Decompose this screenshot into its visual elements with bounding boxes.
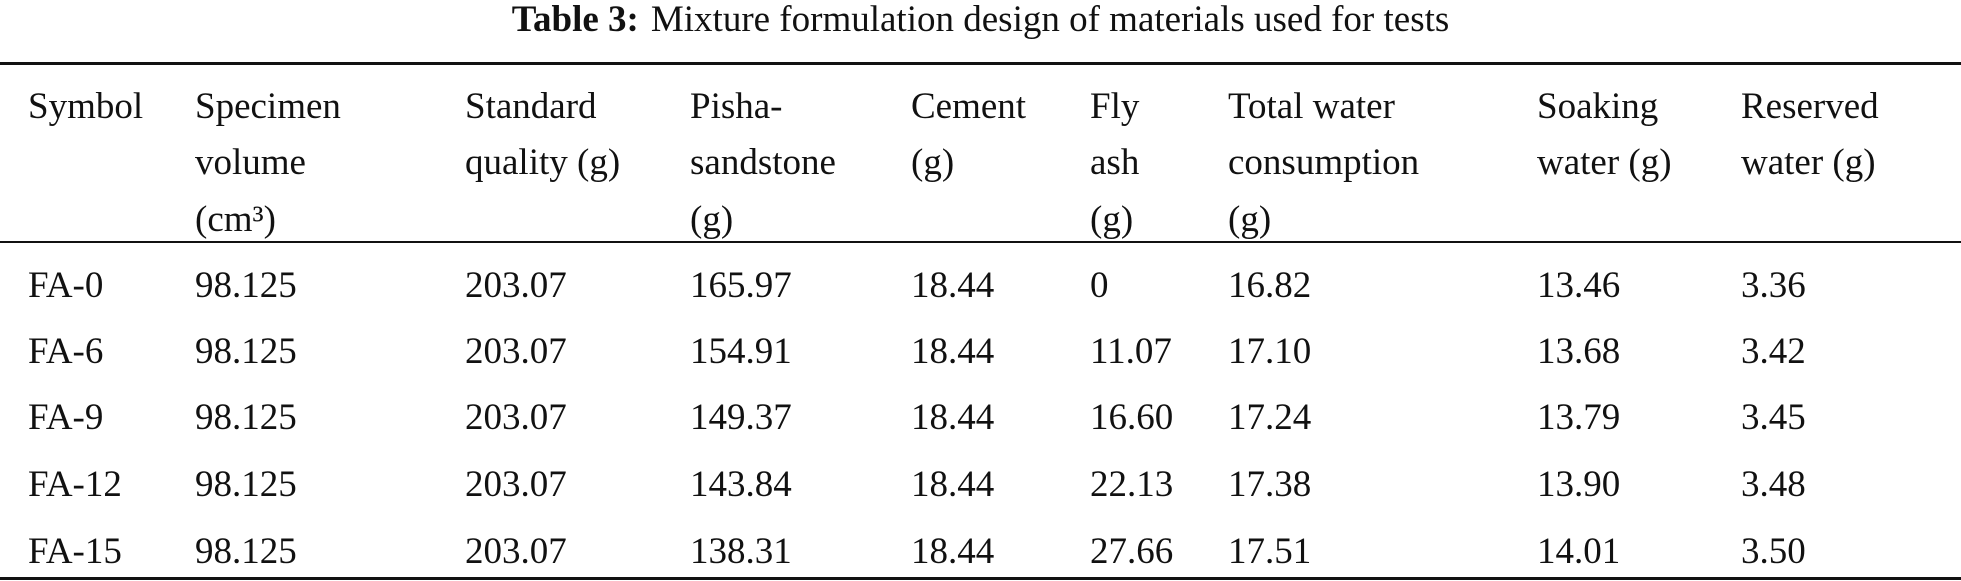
table-cell: 17.51 xyxy=(1228,531,1312,572)
header-rule xyxy=(0,241,1961,243)
table-cell: 13.79 xyxy=(1537,397,1621,438)
header-cell: Specimen xyxy=(195,86,341,127)
header-cell: ash xyxy=(1090,142,1140,183)
table-cell: 154.91 xyxy=(690,331,792,372)
table-cell: 98.125 xyxy=(195,331,297,372)
header-cell: (cm³) xyxy=(195,199,276,240)
table-cell: 149.37 xyxy=(690,397,792,438)
table-cell: FA-6 xyxy=(28,331,104,372)
table-cell: 143.84 xyxy=(690,464,792,505)
table-cell: 18.44 xyxy=(911,265,995,306)
table-cell: 0 xyxy=(1090,265,1109,306)
table-cell: 165.97 xyxy=(690,265,792,306)
header-cell: Soaking xyxy=(1537,86,1659,127)
table-cell: 3.36 xyxy=(1741,265,1806,306)
table-caption: Table 3: Mixture formulation design of ma… xyxy=(0,0,1961,40)
table-cell: 203.07 xyxy=(465,331,567,372)
header-cell: water (g) xyxy=(1741,142,1876,183)
table-cell: 22.13 xyxy=(1090,464,1174,505)
top-rule xyxy=(0,62,1961,65)
table-cell: FA-15 xyxy=(28,531,122,572)
table-cell: 18.44 xyxy=(911,531,995,572)
header-cell: water (g) xyxy=(1537,142,1672,183)
header-cell: Cement xyxy=(911,86,1027,127)
table-cell: 98.125 xyxy=(195,265,297,306)
table-cell: 16.60 xyxy=(1090,397,1174,438)
table-cell: 17.38 xyxy=(1228,464,1312,505)
header-cell: consumption xyxy=(1228,142,1420,183)
header-cell: Symbol xyxy=(28,86,144,127)
table-cell: 13.46 xyxy=(1537,265,1621,306)
header-cell: sandstone xyxy=(690,142,836,183)
table-cell: 13.68 xyxy=(1537,331,1621,372)
table-cell: FA-12 xyxy=(28,464,122,505)
table-cell: FA-0 xyxy=(28,265,104,306)
table-cell: 18.44 xyxy=(911,397,995,438)
table-cell: 203.07 xyxy=(465,397,567,438)
header-cell: quality (g) xyxy=(465,142,621,183)
table-cell: 3.50 xyxy=(1741,531,1806,572)
table-cell: 98.125 xyxy=(195,464,297,505)
table-cell: 203.07 xyxy=(465,265,567,306)
table-cell: 3.48 xyxy=(1741,464,1806,505)
header-cell: Fly xyxy=(1090,86,1140,127)
table-cell: 3.45 xyxy=(1741,397,1806,438)
table-cell: 11.07 xyxy=(1090,331,1172,372)
header-cell: Reserved xyxy=(1741,86,1879,127)
header-cell: Standard xyxy=(465,86,597,127)
header-cell: Total water xyxy=(1228,86,1395,127)
table-cell: 138.31 xyxy=(690,531,792,572)
header-cell: volume xyxy=(195,142,306,183)
table-cell: 3.42 xyxy=(1741,331,1806,372)
caption-text: Mixture formulation design of materials … xyxy=(650,0,1450,40)
table-cell: 18.44 xyxy=(911,464,995,505)
table-cell: 17.10 xyxy=(1228,331,1312,372)
table-cell: 14.01 xyxy=(1537,531,1621,572)
header-cell: (g) xyxy=(690,199,734,240)
table-cell: FA-9 xyxy=(28,397,104,438)
table-cell: 203.07 xyxy=(465,464,567,505)
table-cell: 27.66 xyxy=(1090,531,1174,572)
header-cell: (g) xyxy=(1090,199,1134,240)
caption-label: Table 3: xyxy=(511,0,639,40)
table-cell: 98.125 xyxy=(195,397,297,438)
table-cell: 16.82 xyxy=(1228,265,1312,306)
header-cell: (g) xyxy=(1228,199,1272,240)
table-cell: 203.07 xyxy=(465,531,567,572)
table-cell: 98.125 xyxy=(195,531,297,572)
table-cell: 13.90 xyxy=(1537,464,1621,505)
header-cell: (g) xyxy=(911,142,955,183)
header-cell: Pisha- xyxy=(690,86,783,127)
table-cell: 18.44 xyxy=(911,331,995,372)
bottom-rule xyxy=(0,577,1961,580)
table-cell: 17.24 xyxy=(1228,397,1312,438)
